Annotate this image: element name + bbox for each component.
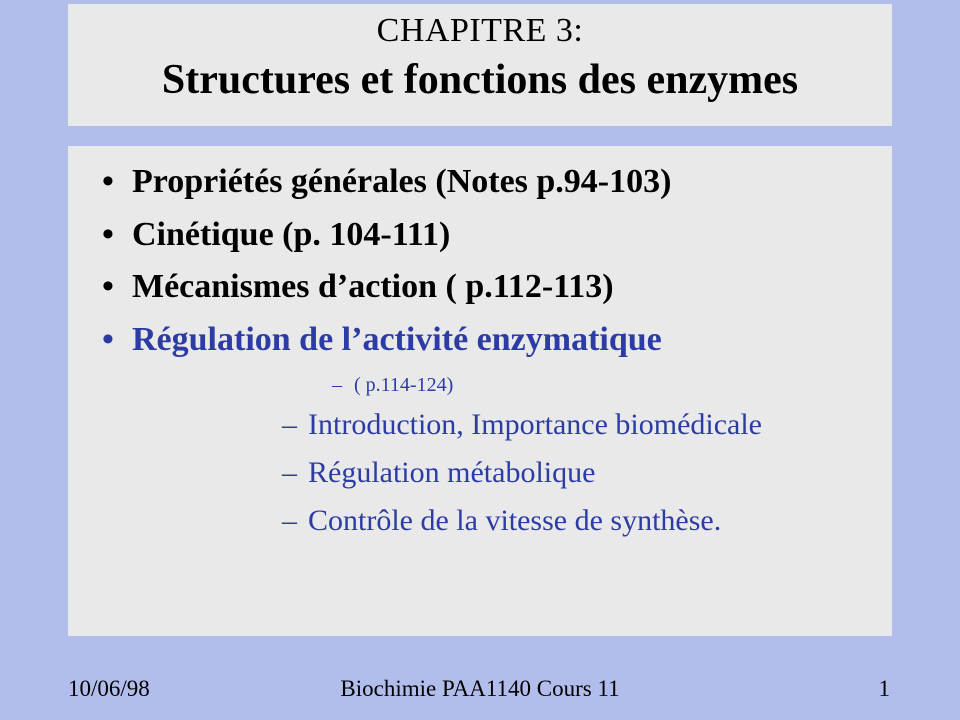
footer-page: 1 xyxy=(879,676,891,702)
bullet-item-1: Propriétés générales (Notes p.94-103) xyxy=(88,156,872,209)
sub-bullet-1: Introduction, Importance biomédicale xyxy=(132,401,872,449)
slide: CHAPITRE 3: Structures et fonctions des … xyxy=(0,0,960,720)
sub-bullet-2: Régulation métabolique xyxy=(132,449,872,497)
body-box: Propriétés générales (Notes p.94-103) Ci… xyxy=(68,146,892,636)
title-box: CHAPITRE 3: Structures et fonctions des … xyxy=(68,4,892,126)
chapter-label: CHAPITRE 3: xyxy=(68,12,892,50)
bullet-item-3: Mécanismes d’action ( p.112-113) xyxy=(88,261,872,314)
bullet-item-4-text: Régulation de l’activité enzymatique xyxy=(132,321,662,358)
slide-title: Structures et fonctions des enzymes xyxy=(68,56,892,104)
footer: 10/06/98 Biochimie PAA1140 Cours 11 1 xyxy=(0,672,960,702)
sub-bullet-small: ( p.114-124) xyxy=(132,369,872,401)
sub-bullet-list: ( p.114-124) Introduction, Importance bi… xyxy=(132,369,872,545)
sub-bullet-3: Contrôle de la vitesse de synthèse. xyxy=(132,497,872,545)
bullet-list: Propriétés générales (Notes p.94-103) Ci… xyxy=(88,156,872,545)
bullet-item-2: Cinétique (p. 104-111) xyxy=(88,209,872,262)
bullet-item-4: Régulation de l’activité enzymatique ( p… xyxy=(88,314,872,545)
footer-course: Biochimie PAA1140 Cours 11 xyxy=(0,676,960,702)
